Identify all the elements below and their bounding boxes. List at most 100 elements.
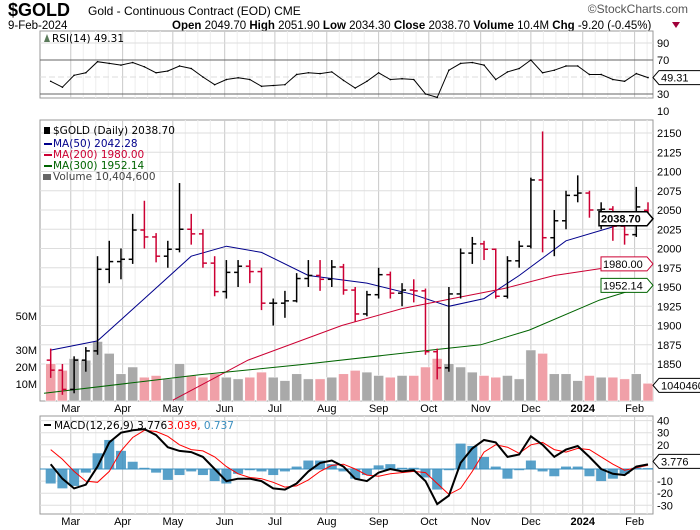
price-value-tag-box [598,210,654,227]
volume-bar [338,373,349,402]
rsi-tick-label: 10 [657,106,669,118]
volume-value: 10.4M [517,20,549,32]
rsi-point [600,73,602,76]
macd-histogram-bar [514,469,525,471]
ohlc-bar [140,200,149,249]
volume-bar [642,383,654,402]
ohlc-bar [526,177,535,249]
ohlc-bar [245,260,254,284]
rsi-point [623,80,626,83]
macd-histogram-bar [268,469,279,476]
ohlc-bar [409,279,418,303]
macd-histogram-bar [455,443,466,469]
macd-histogram-bar [233,469,244,474]
volume-bar [174,363,185,402]
ma300-legend-swatch [44,165,52,167]
low-value: 2034.30 [349,20,391,32]
ohlc-bar [292,273,301,303]
rsi-point [319,72,321,75]
ohlc-bar [585,190,594,218]
rsi-point [401,77,403,80]
ohlc-bar [257,267,266,311]
month-label: Oct [420,403,437,415]
rsi-point [190,67,193,70]
rsi-point [436,96,438,99]
volume-bar [127,366,138,402]
macd-histogram-bar [408,467,419,469]
macd-histogram-bar [385,464,396,469]
rsi-point [588,73,591,76]
price-tick-label: 2025 [657,224,681,236]
volume-bar [256,371,267,402]
volume-bar [525,349,537,402]
ohlc-bar [280,290,289,318]
price-tick-label: 2075 [657,186,681,198]
rsi-value-tag-box [652,70,700,86]
month-label: Feb [625,403,644,415]
macd-histogram-bar [92,453,103,469]
rsi-point [424,93,427,95]
macd-histogram-bar [221,469,232,484]
macd-legend: MACD(12,26,9) 3.7763.039, 0.737 [44,420,234,432]
ohlc-bar [269,298,278,326]
rsi-point [494,78,497,81]
ohlc-bar [573,175,582,203]
rsi-point [448,69,450,71]
macd-tick-label: -30 [657,500,673,512]
ohlc-bar [468,236,477,264]
volume-value-tag-box [652,377,700,393]
volume-bar [631,373,642,402]
rsi-legend-icon [44,34,50,42]
ma200-legend-text: MA(200) 1980.00 [53,149,144,161]
macd-histogram-bar [338,469,349,472]
macd-legend-swatch [44,424,51,426]
macd-histogram-bar [104,439,115,469]
macd-histogram-bar [139,467,150,469]
rsi-point [284,83,286,86]
macd-histogram-bar [443,469,454,471]
month-label: Jun [216,516,234,528]
macd-histogram-bar [373,465,384,469]
rsi-point [389,78,392,81]
month-label: Jul [268,403,282,415]
rsi-point [248,78,251,81]
macd-histogram-bar [596,469,607,482]
rsi-point [131,61,134,64]
ma300-legend-text: MA(300) 1952.14 [53,160,145,172]
ma300-value-tag-box [600,277,654,293]
rsi-tick-label: 70 [657,55,669,67]
month-label: Apr [114,403,131,415]
date-axis-macd: Mar Apr May Jun Jul Aug Sep Oct Nov Dec 2024 Feb [61,516,644,528]
macd-histogram-bar [479,456,490,469]
low-label: Low [323,20,346,32]
ma50-legend-text: MA(50) 2042.28 [53,138,138,150]
volume-bar [244,376,256,402]
volume-bar [232,378,244,402]
rsi-tick-label: 30 [657,89,669,101]
macd-histogram-bar [549,469,560,477]
volume-bar [478,375,490,402]
month-label: Aug [317,403,337,415]
macd-histogram-bar [619,469,630,474]
macd-histogram-bar [502,469,513,479]
quote-summary: Open 2049.70 High 2051.90 Low 2034.30 Cl… [172,20,652,32]
month-label: 2024 [571,516,596,528]
volume-legend-text: Volume 10,404,600 [53,171,156,183]
macd-histogram-bar [572,466,583,469]
quote-date: 9-Feb-2024 [8,20,68,32]
macd-histogram-bar [467,446,478,469]
rsi-line [50,59,649,99]
rsi-point [73,74,75,77]
ma200-legend-swatch [44,154,52,156]
macd-histogram-bar [45,469,56,484]
rsi-point [471,61,474,64]
ohlc-bar [152,233,161,263]
price-legend-icon [44,127,50,134]
ohlc-bar [163,240,172,268]
price-tick-label: 1875 [657,340,681,352]
volume-bar [197,376,209,402]
macd-histogram-bar [291,466,302,469]
rsi-point [49,80,52,83]
rsi-point [237,77,239,79]
